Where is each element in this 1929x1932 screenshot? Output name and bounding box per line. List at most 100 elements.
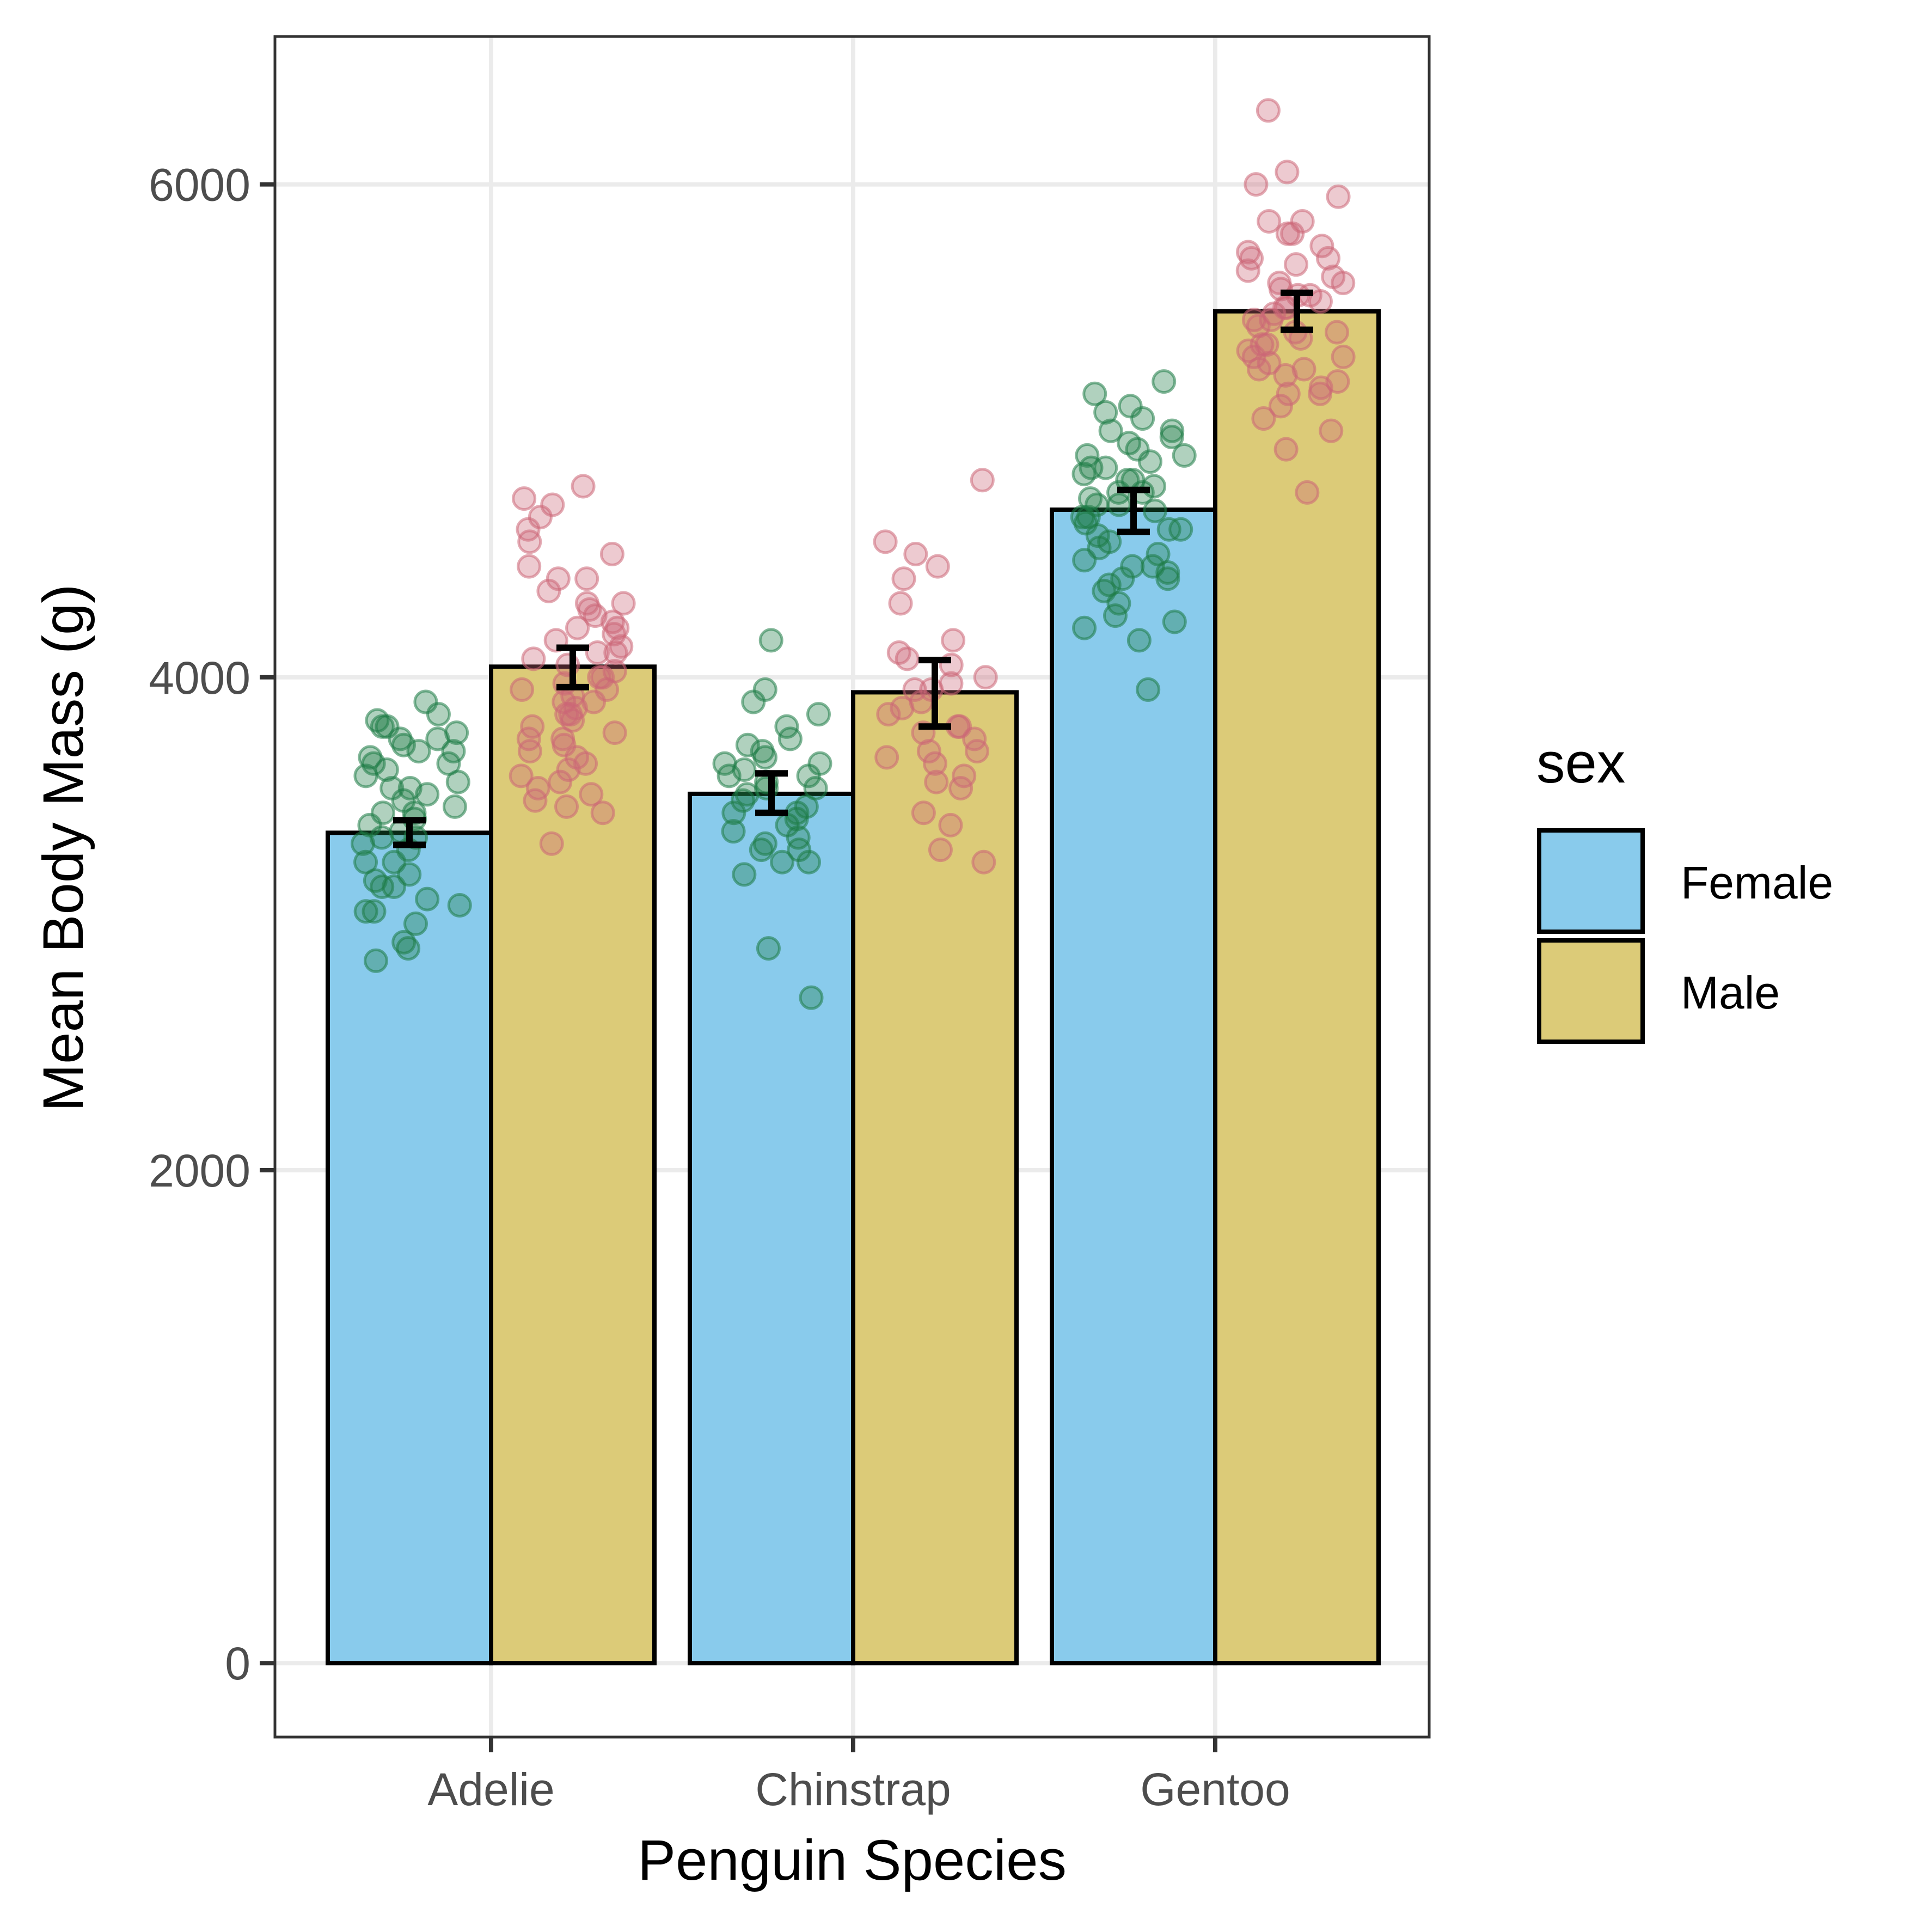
data-point-male [1246, 357, 1271, 382]
data-point-female [382, 849, 407, 875]
x-tick-label: Gentoo [1140, 1764, 1290, 1815]
data-point-female [1155, 560, 1180, 585]
data-point-male [565, 615, 590, 640]
y-axis-title: Mean Body Mass (g) [32, 584, 95, 1112]
data-point-female [721, 800, 746, 826]
data-point-male [1241, 308, 1266, 332]
data-point-male [512, 486, 537, 511]
data-point-male [574, 566, 599, 591]
data-point-male [1273, 437, 1299, 462]
data-point-female [1075, 443, 1100, 468]
data-point-female [1172, 443, 1197, 468]
data-point-male [888, 591, 913, 616]
legend-title: sex [1536, 731, 1625, 795]
data-point-female [807, 751, 832, 776]
data-point-male [1331, 271, 1356, 296]
data-point-female [374, 757, 399, 782]
data-point-female [363, 948, 388, 973]
x-tick-label: Adelie [427, 1764, 555, 1815]
data-point-male [509, 763, 534, 788]
data-point-female [353, 849, 378, 875]
data-point-male [611, 591, 636, 616]
data-point-male [548, 769, 573, 794]
data-point-female [756, 936, 781, 961]
data-point-male [1275, 160, 1300, 185]
y-tick-label: 6000 [149, 160, 250, 211]
data-point-male [938, 812, 963, 837]
data-point-female [353, 899, 378, 924]
legend-label-female: Female [1681, 857, 1833, 908]
bar-male-adelie [489, 664, 657, 1666]
bar-male-gentoo [1213, 309, 1381, 1666]
data-point-male [952, 763, 977, 788]
data-point-male [925, 554, 950, 579]
data-point-male [922, 751, 947, 776]
data-point-male [521, 646, 546, 671]
data-point-female [752, 745, 777, 770]
data-point-female [391, 732, 416, 757]
data-point-female [752, 831, 777, 856]
x-tick-label: Chinstrap [755, 1764, 951, 1815]
data-point-male [902, 677, 927, 702]
data-point-male [1295, 480, 1320, 505]
data-point-male [895, 646, 920, 671]
data-point-female [1097, 572, 1122, 597]
data-point-female [1142, 498, 1167, 523]
legend-label-male: Male [1681, 967, 1780, 1018]
data-point-male [603, 640, 628, 665]
legend-key-female [1537, 828, 1645, 934]
data-point-male [585, 640, 610, 665]
errorbar-female-chinstrap [755, 770, 788, 816]
data-point-male [517, 554, 542, 579]
data-point-male [1244, 172, 1269, 197]
data-point-male [516, 726, 541, 751]
data-point-male [556, 757, 581, 782]
errorbar-male-chinstrap [918, 657, 951, 730]
data-point-female [1076, 505, 1101, 530]
data-point-male [1273, 363, 1298, 388]
data-point-male [517, 739, 542, 764]
data-point-male [890, 695, 915, 720]
data-point-female [442, 794, 467, 819]
data-point-female [1093, 455, 1118, 480]
data-point-male [595, 677, 620, 702]
data-point-female [1098, 418, 1123, 443]
data-point-male [1276, 381, 1301, 406]
data-point-female [413, 689, 438, 714]
data-point-male [941, 628, 966, 653]
data-point-male [964, 739, 989, 764]
data-point-female [391, 930, 417, 955]
data-point-female [1152, 369, 1177, 394]
bar-male-chinstrap [851, 690, 1019, 1666]
data-point-male [1319, 418, 1344, 443]
data-point-male [1254, 332, 1279, 357]
data-point-male [947, 714, 972, 739]
data-point-female [415, 782, 440, 807]
data-point-female [361, 751, 386, 776]
data-point-male [970, 468, 995, 493]
bar-female-chinstrap [688, 791, 855, 1666]
data-point-female [732, 757, 757, 782]
data-point-male [1257, 209, 1282, 234]
data-point-female [441, 739, 466, 764]
data-point-female [1118, 394, 1143, 419]
data-point-female [770, 849, 795, 875]
data-point-female [806, 702, 831, 727]
data-point-female [1156, 517, 1181, 542]
errorbars-layer [393, 289, 1313, 848]
data-point-male [1283, 252, 1308, 277]
errorbar-female-adelie [393, 817, 426, 848]
data-point-male [1331, 344, 1356, 369]
data-point-female [447, 892, 472, 918]
data-point-female [1093, 400, 1118, 425]
data-point-male [1272, 295, 1297, 320]
data-point-male [1309, 234, 1334, 259]
data-point-female [1087, 535, 1112, 560]
y-tick-label: 2000 [149, 1145, 250, 1196]
data-point-male [602, 720, 627, 745]
errorbar-female-gentoo [1117, 486, 1150, 535]
data-point-female [1125, 437, 1150, 462]
data-point-female [369, 825, 394, 850]
legend-key-male [1537, 938, 1645, 1044]
